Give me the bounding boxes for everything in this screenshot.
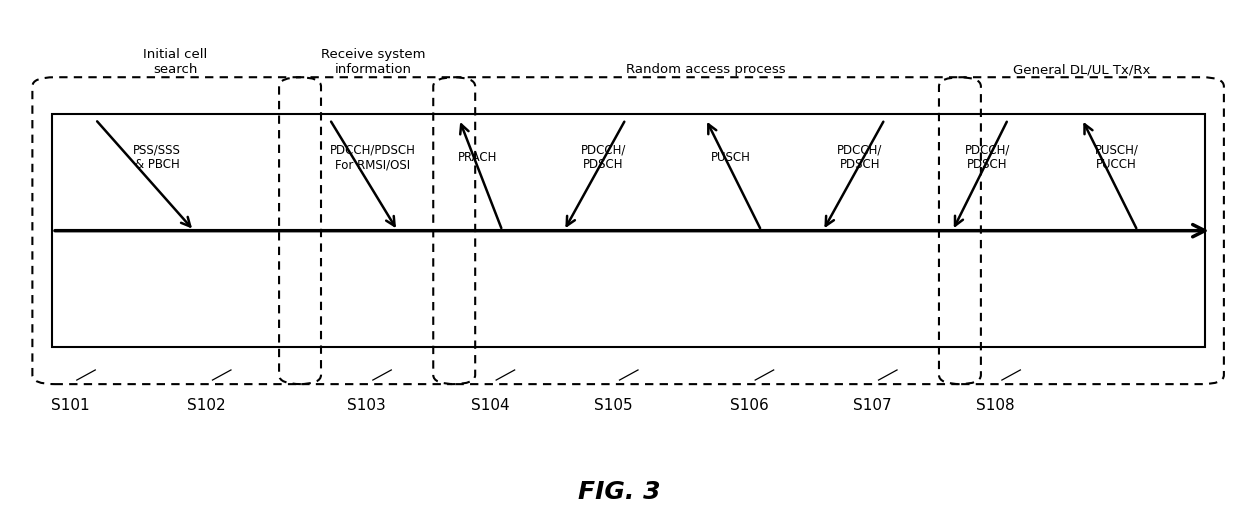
Text: S103: S103	[347, 398, 387, 413]
Text: Initial cell
search: Initial cell search	[144, 48, 208, 76]
Text: S106: S106	[730, 398, 768, 413]
Text: PDCCH/
PDSCH: PDCCH/ PDSCH	[964, 143, 1010, 171]
Text: S101: S101	[51, 398, 90, 413]
Text: PDCCH/
PDSCH: PDCCH/ PDSCH	[838, 143, 882, 171]
Text: PUSCH: PUSCH	[711, 151, 751, 164]
Text: S102: S102	[187, 398, 225, 413]
Text: PRACH: PRACH	[458, 151, 497, 164]
Text: FIG. 3: FIG. 3	[579, 480, 660, 504]
Text: PDCCH/
PDSCH: PDCCH/ PDSCH	[581, 143, 626, 171]
Text: S104: S104	[471, 398, 509, 413]
Text: Receive system
information: Receive system information	[321, 48, 425, 76]
Text: PUSCH/
PUCCH: PUSCH/ PUCCH	[1094, 143, 1139, 171]
Text: PSS/SSS
& PBCH: PSS/SSS & PBCH	[133, 143, 181, 171]
Text: S108: S108	[976, 398, 1015, 413]
Text: S107: S107	[852, 398, 892, 413]
Text: Random access process: Random access process	[626, 63, 786, 76]
Text: General DL/UL Tx/Rx: General DL/UL Tx/Rx	[1014, 63, 1151, 76]
Text: PDCCH/PDSCH
For RMSI/OSI: PDCCH/PDSCH For RMSI/OSI	[330, 143, 416, 171]
Text: S105: S105	[593, 398, 633, 413]
